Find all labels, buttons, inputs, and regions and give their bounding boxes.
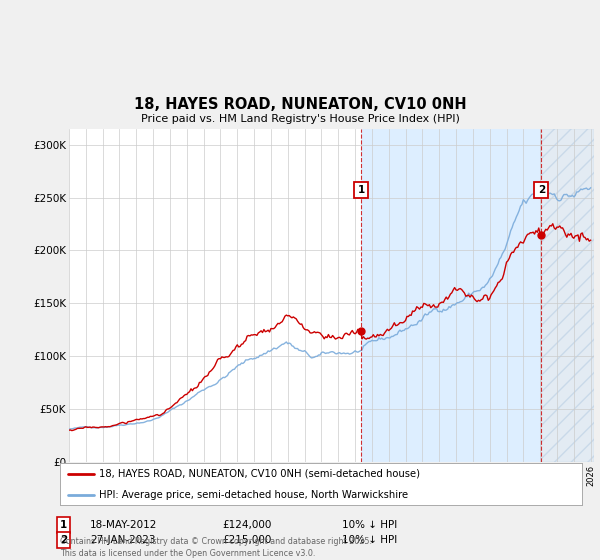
Text: 1: 1 xyxy=(60,520,67,530)
Text: Price paid vs. HM Land Registry's House Price Index (HPI): Price paid vs. HM Land Registry's House … xyxy=(140,114,460,124)
Text: 10% ↓ HPI: 10% ↓ HPI xyxy=(342,535,397,545)
Text: 27-JAN-2023: 27-JAN-2023 xyxy=(90,535,155,545)
Text: 18, HAYES ROAD, NUNEATON, CV10 0NH (semi-detached house): 18, HAYES ROAD, NUNEATON, CV10 0NH (semi… xyxy=(99,469,420,479)
Text: 18, HAYES ROAD, NUNEATON, CV10 0NH: 18, HAYES ROAD, NUNEATON, CV10 0NH xyxy=(134,97,466,112)
Text: £215,000: £215,000 xyxy=(222,535,271,545)
Text: 1: 1 xyxy=(358,185,365,195)
Text: HPI: Average price, semi-detached house, North Warwickshire: HPI: Average price, semi-detached house,… xyxy=(99,489,408,500)
Bar xyxy=(541,129,594,462)
Text: 18-MAY-2012: 18-MAY-2012 xyxy=(90,520,157,530)
Text: 2: 2 xyxy=(60,535,67,545)
Text: 10% ↓ HPI: 10% ↓ HPI xyxy=(342,520,397,530)
Text: Contains HM Land Registry data © Crown copyright and database right 2025.
This d: Contains HM Land Registry data © Crown c… xyxy=(60,537,372,558)
Text: 2: 2 xyxy=(538,185,545,195)
Text: £124,000: £124,000 xyxy=(222,520,271,530)
Bar xyxy=(361,129,541,462)
